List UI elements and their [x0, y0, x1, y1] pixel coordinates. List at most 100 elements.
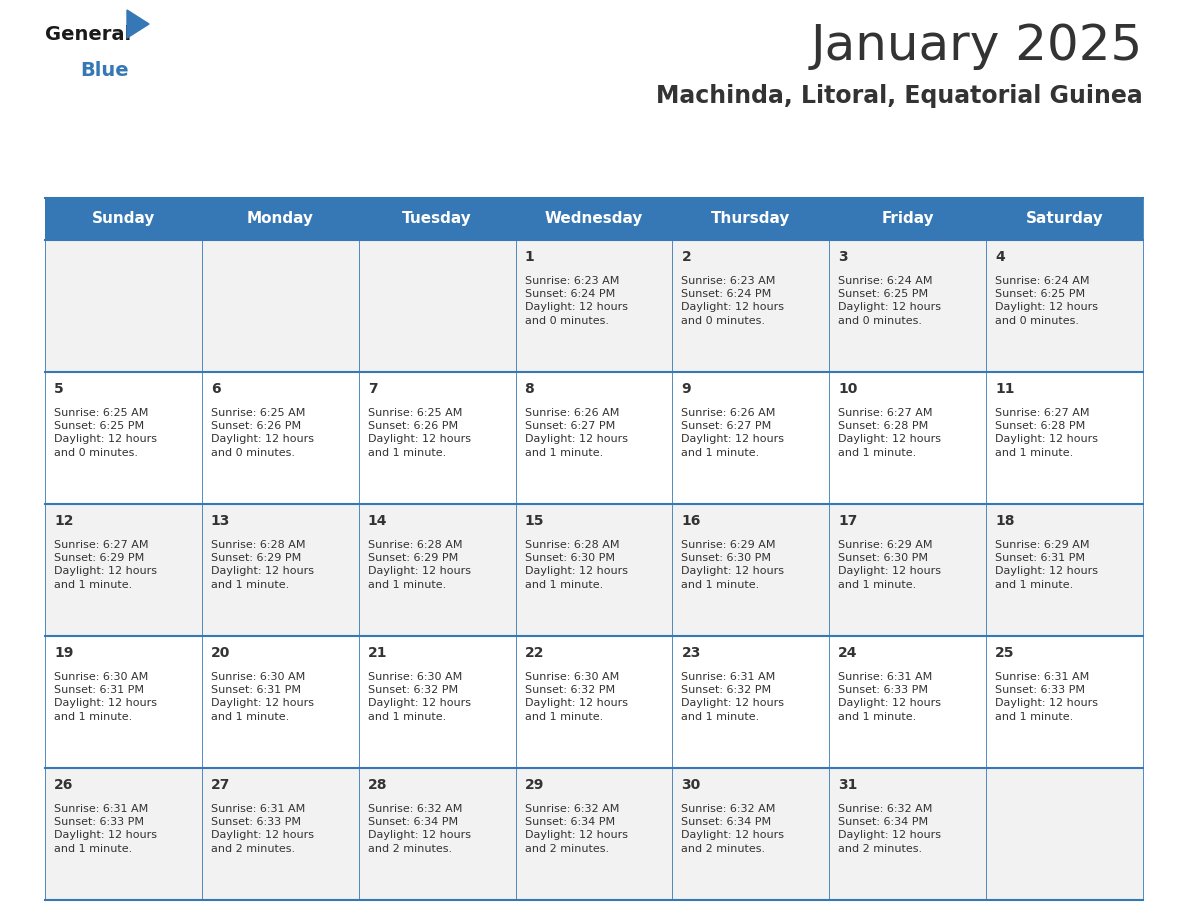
- Text: General: General: [45, 25, 131, 44]
- Bar: [672, 636, 829, 768]
- Text: 4: 4: [996, 250, 1005, 264]
- Text: 10: 10: [839, 382, 858, 396]
- Bar: [516, 372, 672, 504]
- Text: 7: 7: [368, 382, 378, 396]
- Bar: [986, 504, 1143, 636]
- Text: Sunday: Sunday: [91, 211, 156, 227]
- Text: Sunrise: 6:26 AM
Sunset: 6:27 PM
Daylight: 12 hours
and 1 minute.: Sunrise: 6:26 AM Sunset: 6:27 PM Dayligh…: [525, 408, 627, 457]
- Bar: [829, 372, 986, 504]
- Text: Sunrise: 6:25 AM
Sunset: 6:25 PM
Daylight: 12 hours
and 0 minutes.: Sunrise: 6:25 AM Sunset: 6:25 PM Dayligh…: [53, 408, 157, 457]
- Text: Sunrise: 6:29 AM
Sunset: 6:30 PM
Daylight: 12 hours
and 1 minute.: Sunrise: 6:29 AM Sunset: 6:30 PM Dayligh…: [682, 540, 784, 589]
- Bar: [45, 240, 202, 372]
- Text: Sunrise: 6:28 AM
Sunset: 6:30 PM
Daylight: 12 hours
and 1 minute.: Sunrise: 6:28 AM Sunset: 6:30 PM Dayligh…: [525, 540, 627, 589]
- Text: 12: 12: [53, 514, 74, 528]
- Bar: [516, 198, 672, 240]
- Text: Sunrise: 6:31 AM
Sunset: 6:33 PM
Daylight: 12 hours
and 1 minute.: Sunrise: 6:31 AM Sunset: 6:33 PM Dayligh…: [839, 672, 941, 722]
- Bar: [986, 198, 1143, 240]
- Bar: [359, 240, 516, 372]
- Text: Sunrise: 6:31 AM
Sunset: 6:33 PM
Daylight: 12 hours
and 1 minute.: Sunrise: 6:31 AM Sunset: 6:33 PM Dayligh…: [996, 672, 1098, 722]
- Text: Thursday: Thursday: [712, 211, 790, 227]
- Text: 2: 2: [682, 250, 691, 264]
- Text: 29: 29: [525, 778, 544, 792]
- Bar: [202, 240, 359, 372]
- Bar: [202, 636, 359, 768]
- Text: Sunrise: 6:32 AM
Sunset: 6:34 PM
Daylight: 12 hours
and 2 minutes.: Sunrise: 6:32 AM Sunset: 6:34 PM Dayligh…: [839, 804, 941, 854]
- Text: Sunrise: 6:27 AM
Sunset: 6:28 PM
Daylight: 12 hours
and 1 minute.: Sunrise: 6:27 AM Sunset: 6:28 PM Dayligh…: [996, 408, 1098, 457]
- Text: Machinda, Litoral, Equatorial Guinea: Machinda, Litoral, Equatorial Guinea: [656, 84, 1143, 108]
- Polygon shape: [127, 10, 148, 38]
- Text: Sunrise: 6:29 AM
Sunset: 6:31 PM
Daylight: 12 hours
and 1 minute.: Sunrise: 6:29 AM Sunset: 6:31 PM Dayligh…: [996, 540, 1098, 589]
- Bar: [672, 504, 829, 636]
- Text: Monday: Monday: [247, 211, 314, 227]
- Bar: [829, 504, 986, 636]
- Bar: [359, 504, 516, 636]
- Text: Sunrise: 6:29 AM
Sunset: 6:30 PM
Daylight: 12 hours
and 1 minute.: Sunrise: 6:29 AM Sunset: 6:30 PM Dayligh…: [839, 540, 941, 589]
- Bar: [829, 636, 986, 768]
- Text: 24: 24: [839, 646, 858, 660]
- Bar: [359, 198, 516, 240]
- Text: Sunrise: 6:32 AM
Sunset: 6:34 PM
Daylight: 12 hours
and 2 minutes.: Sunrise: 6:32 AM Sunset: 6:34 PM Dayligh…: [525, 804, 627, 854]
- Text: Sunrise: 6:23 AM
Sunset: 6:24 PM
Daylight: 12 hours
and 0 minutes.: Sunrise: 6:23 AM Sunset: 6:24 PM Dayligh…: [525, 276, 627, 326]
- Text: 31: 31: [839, 778, 858, 792]
- Text: 16: 16: [682, 514, 701, 528]
- Bar: [829, 768, 986, 900]
- Text: Sunrise: 6:23 AM
Sunset: 6:24 PM
Daylight: 12 hours
and 0 minutes.: Sunrise: 6:23 AM Sunset: 6:24 PM Dayligh…: [682, 276, 784, 326]
- Bar: [672, 372, 829, 504]
- Text: Friday: Friday: [881, 211, 934, 227]
- Bar: [672, 198, 829, 240]
- Bar: [45, 504, 202, 636]
- Text: 23: 23: [682, 646, 701, 660]
- Text: Sunrise: 6:26 AM
Sunset: 6:27 PM
Daylight: 12 hours
and 1 minute.: Sunrise: 6:26 AM Sunset: 6:27 PM Dayligh…: [682, 408, 784, 457]
- Bar: [516, 504, 672, 636]
- Text: 27: 27: [210, 778, 230, 792]
- Bar: [45, 372, 202, 504]
- Text: Saturday: Saturday: [1025, 211, 1104, 227]
- Text: 9: 9: [682, 382, 691, 396]
- Bar: [45, 198, 202, 240]
- Bar: [829, 240, 986, 372]
- Text: Sunrise: 6:28 AM
Sunset: 6:29 PM
Daylight: 12 hours
and 1 minute.: Sunrise: 6:28 AM Sunset: 6:29 PM Dayligh…: [368, 540, 470, 589]
- Text: 20: 20: [210, 646, 230, 660]
- Text: Sunrise: 6:25 AM
Sunset: 6:26 PM
Daylight: 12 hours
and 1 minute.: Sunrise: 6:25 AM Sunset: 6:26 PM Dayligh…: [368, 408, 470, 457]
- Bar: [516, 636, 672, 768]
- Text: 21: 21: [368, 646, 387, 660]
- Text: Sunrise: 6:32 AM
Sunset: 6:34 PM
Daylight: 12 hours
and 2 minutes.: Sunrise: 6:32 AM Sunset: 6:34 PM Dayligh…: [368, 804, 470, 854]
- Text: Sunrise: 6:30 AM
Sunset: 6:32 PM
Daylight: 12 hours
and 1 minute.: Sunrise: 6:30 AM Sunset: 6:32 PM Dayligh…: [525, 672, 627, 722]
- Text: 8: 8: [525, 382, 535, 396]
- Text: Sunrise: 6:31 AM
Sunset: 6:33 PM
Daylight: 12 hours
and 2 minutes.: Sunrise: 6:31 AM Sunset: 6:33 PM Dayligh…: [210, 804, 314, 854]
- Bar: [202, 504, 359, 636]
- Bar: [359, 768, 516, 900]
- Bar: [986, 768, 1143, 900]
- Text: Sunrise: 6:25 AM
Sunset: 6:26 PM
Daylight: 12 hours
and 0 minutes.: Sunrise: 6:25 AM Sunset: 6:26 PM Dayligh…: [210, 408, 314, 457]
- Text: Sunrise: 6:27 AM
Sunset: 6:29 PM
Daylight: 12 hours
and 1 minute.: Sunrise: 6:27 AM Sunset: 6:29 PM Dayligh…: [53, 540, 157, 589]
- Bar: [202, 372, 359, 504]
- Text: 26: 26: [53, 778, 74, 792]
- Text: 11: 11: [996, 382, 1015, 396]
- Bar: [359, 372, 516, 504]
- Text: Sunrise: 6:30 AM
Sunset: 6:31 PM
Daylight: 12 hours
and 1 minute.: Sunrise: 6:30 AM Sunset: 6:31 PM Dayligh…: [53, 672, 157, 722]
- Text: Wednesday: Wednesday: [545, 211, 643, 227]
- Text: January 2025: January 2025: [810, 22, 1143, 70]
- Text: 19: 19: [53, 646, 74, 660]
- Text: Sunrise: 6:27 AM
Sunset: 6:28 PM
Daylight: 12 hours
and 1 minute.: Sunrise: 6:27 AM Sunset: 6:28 PM Dayligh…: [839, 408, 941, 457]
- Text: Blue: Blue: [80, 61, 128, 80]
- Text: 30: 30: [682, 778, 701, 792]
- Bar: [986, 240, 1143, 372]
- Text: Sunrise: 6:24 AM
Sunset: 6:25 PM
Daylight: 12 hours
and 0 minutes.: Sunrise: 6:24 AM Sunset: 6:25 PM Dayligh…: [839, 276, 941, 326]
- Text: Sunrise: 6:31 AM
Sunset: 6:33 PM
Daylight: 12 hours
and 1 minute.: Sunrise: 6:31 AM Sunset: 6:33 PM Dayligh…: [53, 804, 157, 854]
- Bar: [986, 636, 1143, 768]
- Text: 18: 18: [996, 514, 1015, 528]
- Text: 6: 6: [210, 382, 221, 396]
- Text: 1: 1: [525, 250, 535, 264]
- Bar: [672, 240, 829, 372]
- Text: Sunrise: 6:32 AM
Sunset: 6:34 PM
Daylight: 12 hours
and 2 minutes.: Sunrise: 6:32 AM Sunset: 6:34 PM Dayligh…: [682, 804, 784, 854]
- Text: 28: 28: [368, 778, 387, 792]
- Bar: [516, 768, 672, 900]
- Bar: [202, 198, 359, 240]
- Text: Tuesday: Tuesday: [403, 211, 472, 227]
- Text: Sunrise: 6:28 AM
Sunset: 6:29 PM
Daylight: 12 hours
and 1 minute.: Sunrise: 6:28 AM Sunset: 6:29 PM Dayligh…: [210, 540, 314, 589]
- Text: 13: 13: [210, 514, 230, 528]
- Text: 3: 3: [839, 250, 848, 264]
- Text: 5: 5: [53, 382, 64, 396]
- Bar: [672, 768, 829, 900]
